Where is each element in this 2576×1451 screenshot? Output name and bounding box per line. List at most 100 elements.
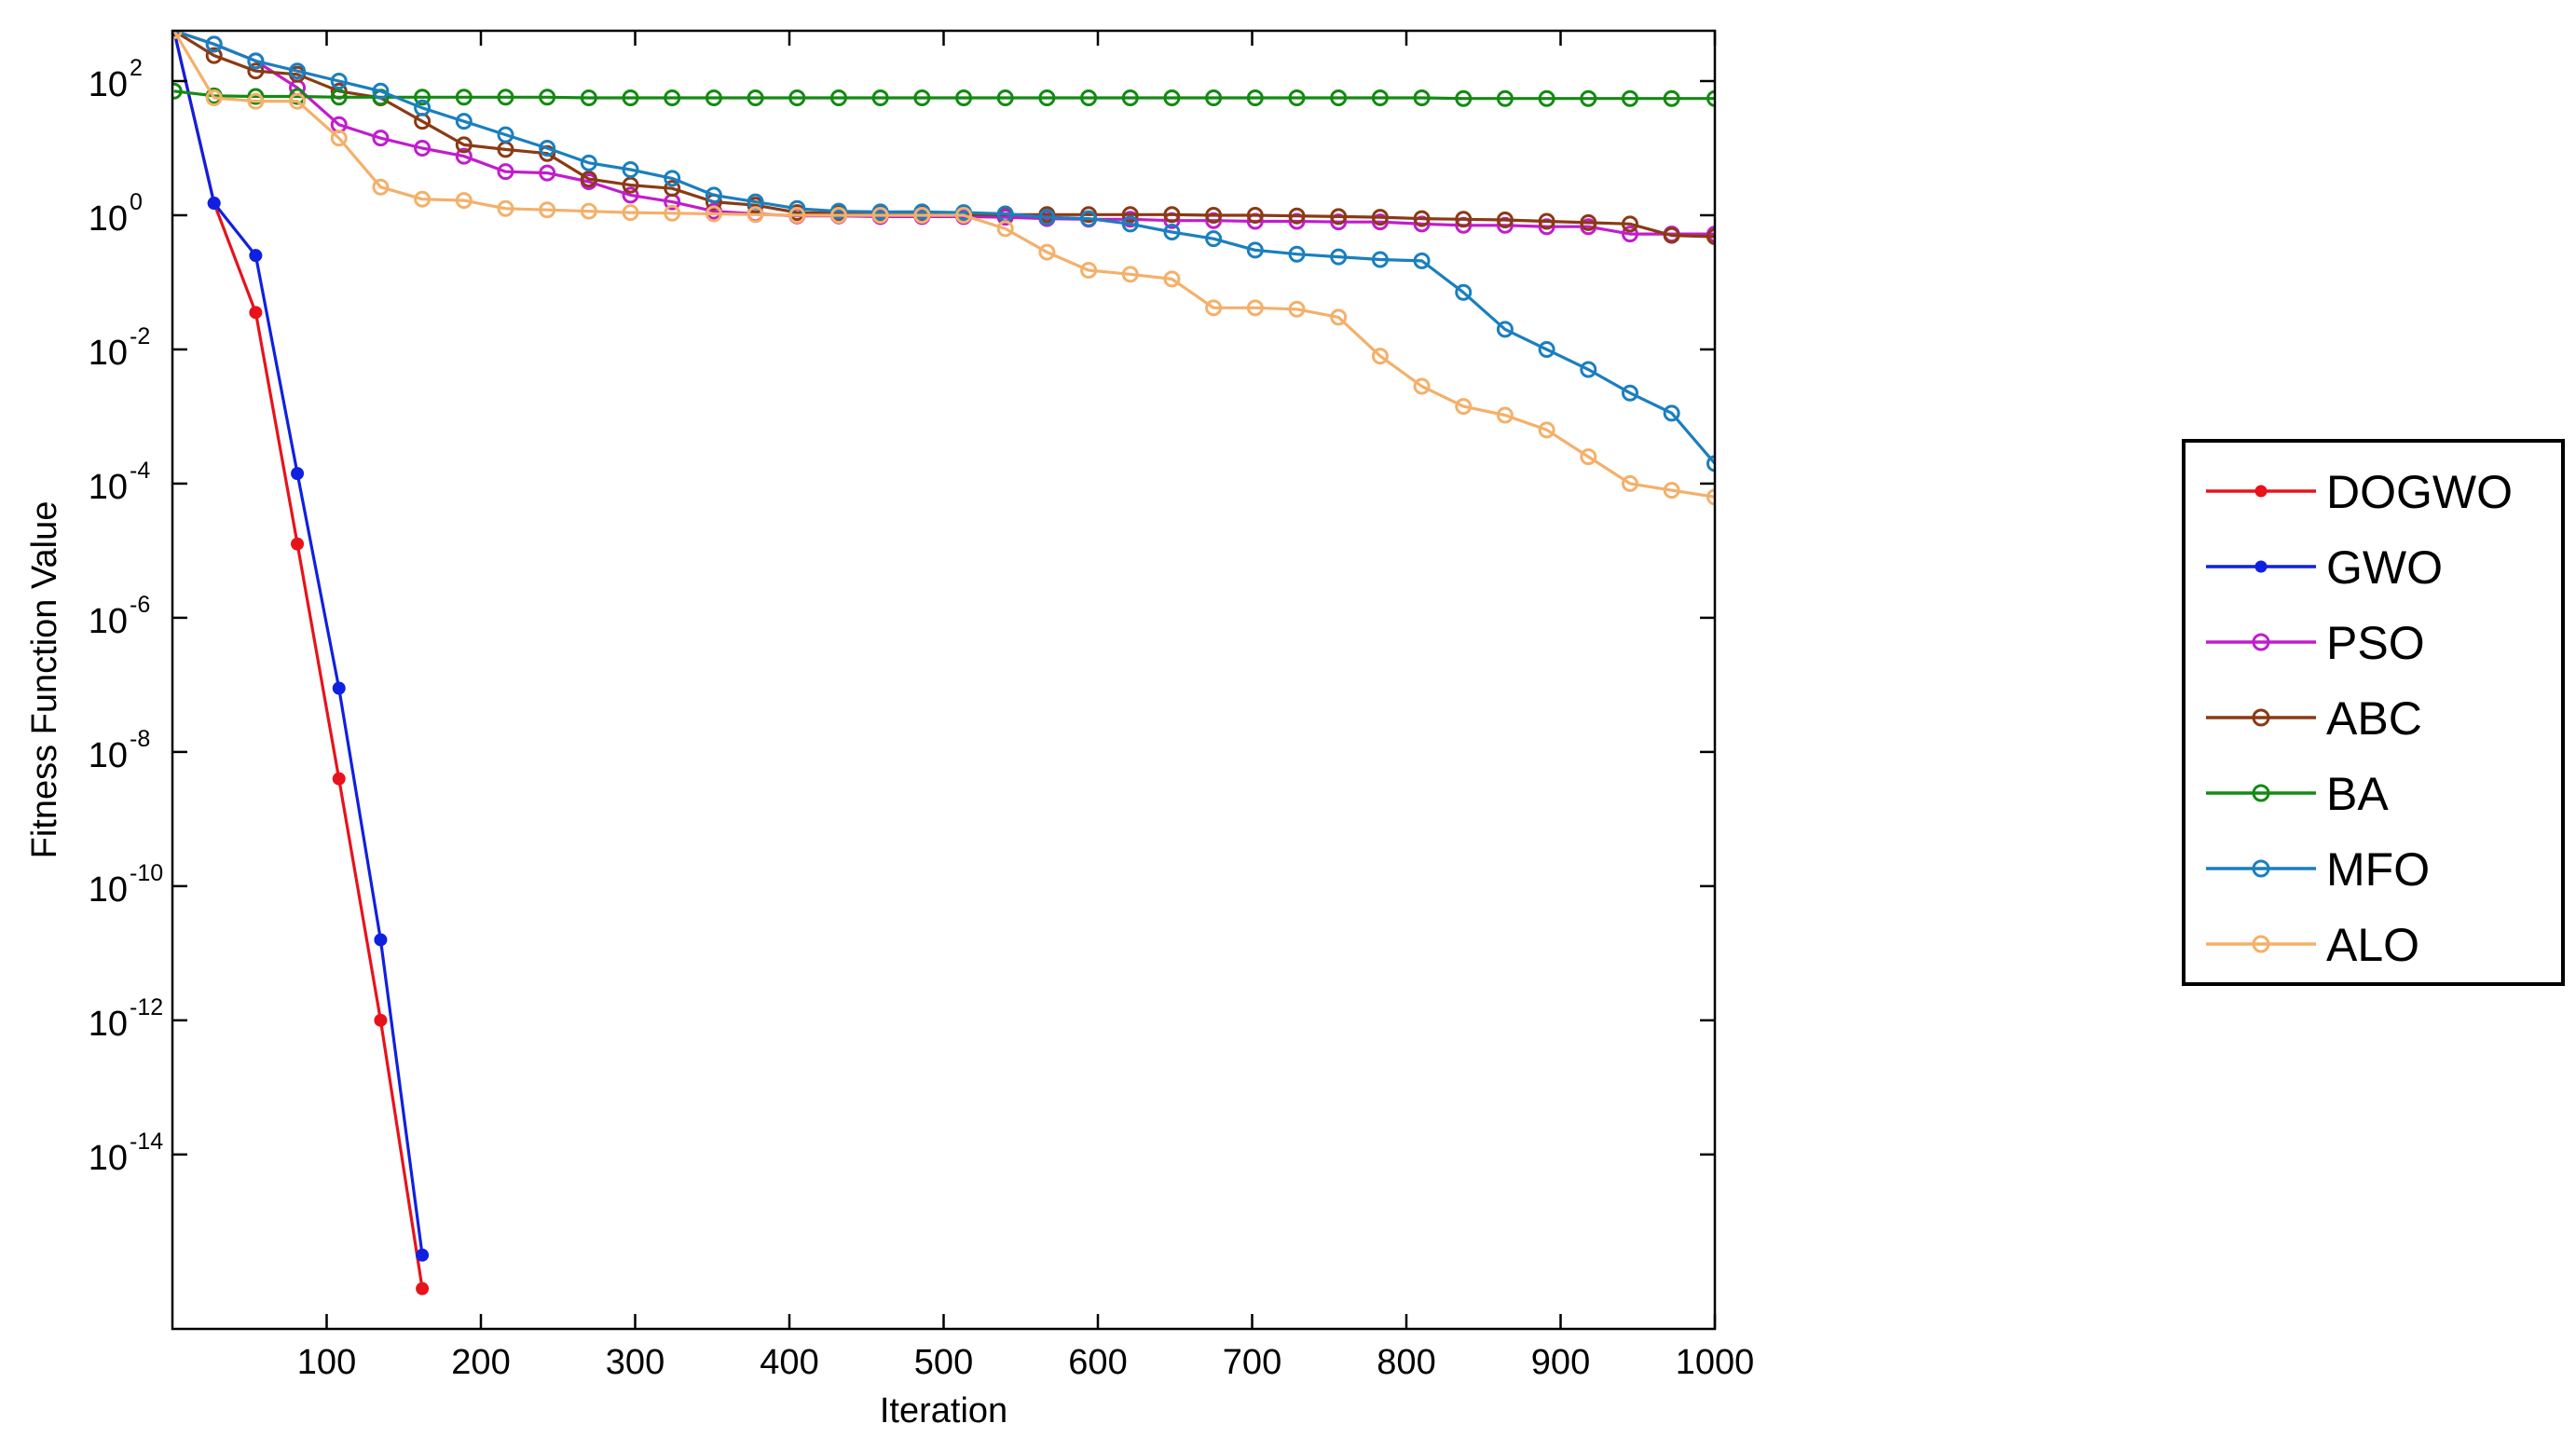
data-point-alo [1080, 262, 1098, 280]
data-point-alo [455, 192, 473, 210]
data-point-alo [705, 205, 722, 223]
data-point-alo [747, 206, 764, 224]
data-point-mfo [1038, 209, 1056, 226]
data-point-mfo [372, 82, 390, 100]
y-tick-exponent: -6 [130, 592, 150, 618]
data-point-gwo [416, 1248, 430, 1262]
data-point-alo [788, 206, 806, 224]
data-point-ba [497, 89, 514, 106]
data-point-mfo [539, 139, 556, 157]
data-point-mfo [497, 126, 514, 144]
series-mfo [172, 31, 1715, 472]
data-point-ba [1580, 89, 1597, 107]
data-point-ba [1663, 89, 1680, 107]
data-point-mfo [1205, 230, 1223, 248]
legend-item-abc: ABC [2206, 692, 2422, 745]
data-point-dogwo [332, 772, 346, 786]
data-point-ba [913, 89, 931, 106]
x-tick-label: 800 [1377, 1343, 1435, 1382]
data-point-abc [247, 62, 265, 80]
data-point-ba [829, 89, 847, 106]
legend-label-ba: BA [2326, 768, 2389, 820]
legend-label-alo: ALO [2326, 919, 2419, 971]
data-point-dogwo [374, 1013, 388, 1027]
data-point-alo [289, 92, 307, 110]
data-point-alo [1663, 482, 1680, 500]
legend-label-pso: PSO [2326, 617, 2425, 669]
data-point-ba [1538, 89, 1555, 107]
plot-area [172, 31, 1715, 1295]
series-line-pso [173, 31, 1715, 236]
data-point-gwo [332, 681, 346, 695]
series-abc [172, 31, 1715, 246]
data-point-pso [1205, 212, 1223, 229]
data-point-ba [1330, 89, 1348, 106]
y-tick-exponent: 0 [130, 189, 143, 215]
data-point-mfo [1538, 340, 1555, 358]
data-point-alo [1038, 243, 1056, 261]
data-point-mfo [1121, 215, 1139, 233]
data-point-alo [372, 178, 390, 196]
data-point-alo [1288, 300, 1306, 318]
series-pso [172, 31, 1715, 243]
data-point-pso [539, 164, 556, 182]
legend-item-gwo: GWO [2206, 541, 2443, 594]
data-point-pso [1496, 216, 1514, 234]
y-tick-label: 10 [89, 1139, 128, 1178]
data-point-ba [1121, 89, 1139, 106]
data-point-ba [1455, 89, 1473, 107]
data-point-mfo [1163, 223, 1181, 240]
data-point-ba [247, 88, 265, 105]
legend-marker-dogwo [2254, 485, 2268, 498]
data-point-pso [1371, 213, 1389, 231]
legend-marker-ba [2252, 784, 2270, 802]
data-point-mfo [1288, 245, 1306, 263]
x-tick-label: 1000 [1676, 1343, 1755, 1382]
x-tick-label: 400 [760, 1343, 818, 1382]
data-point-abc [1288, 207, 1306, 225]
data-point-alo [1621, 474, 1638, 492]
data-point-alo [247, 92, 265, 110]
legend-marker-abc [2252, 708, 2270, 727]
data-point-pso [1538, 218, 1555, 236]
data-point-abc [455, 136, 473, 154]
legend-label-abc: ABC [2326, 692, 2422, 745]
data-point-alo [1330, 308, 1348, 326]
data-point-ba [1706, 89, 1715, 107]
data-point-alo [1706, 488, 1715, 506]
data-point-pso [455, 147, 473, 165]
data-point-alo [330, 130, 348, 147]
legend-item-alo: ALO [2206, 919, 2419, 971]
x-tick-label: 200 [451, 1343, 510, 1382]
y-tick-label: 10 [89, 602, 128, 641]
data-point-mfo [330, 72, 348, 89]
data-point-ba [1288, 89, 1306, 106]
data-point-abc [1538, 212, 1555, 230]
x-tick-label: 100 [297, 1343, 356, 1382]
data-point-ba [996, 89, 1014, 106]
data-point-ba [1413, 89, 1431, 106]
data-point-mfo [455, 113, 473, 130]
data-point-mfo [1663, 404, 1680, 422]
data-point-mfo [622, 161, 639, 179]
data-point-abc [1413, 210, 1431, 227]
x-tick-label: 300 [606, 1343, 665, 1382]
data-point-abc [1371, 209, 1389, 226]
data-point-ba [1246, 89, 1264, 106]
data-point-alo [1413, 377, 1431, 395]
data-point-abc [1246, 206, 1264, 224]
data-point-ba [955, 89, 973, 106]
legend-marker-alo [2252, 935, 2270, 953]
data-point-ba [172, 82, 183, 100]
data-point-alo [414, 190, 432, 208]
data-point-pso [1121, 211, 1139, 228]
y-tick-exponent: -10 [130, 860, 163, 886]
y-tick-exponent: -12 [130, 994, 163, 1020]
data-point-mfo [705, 186, 722, 204]
data-point-ba [1205, 89, 1223, 106]
data-point-abc [1163, 206, 1181, 224]
data-point-mfo [664, 170, 681, 187]
series-line-dogwo [172, 31, 424, 1290]
